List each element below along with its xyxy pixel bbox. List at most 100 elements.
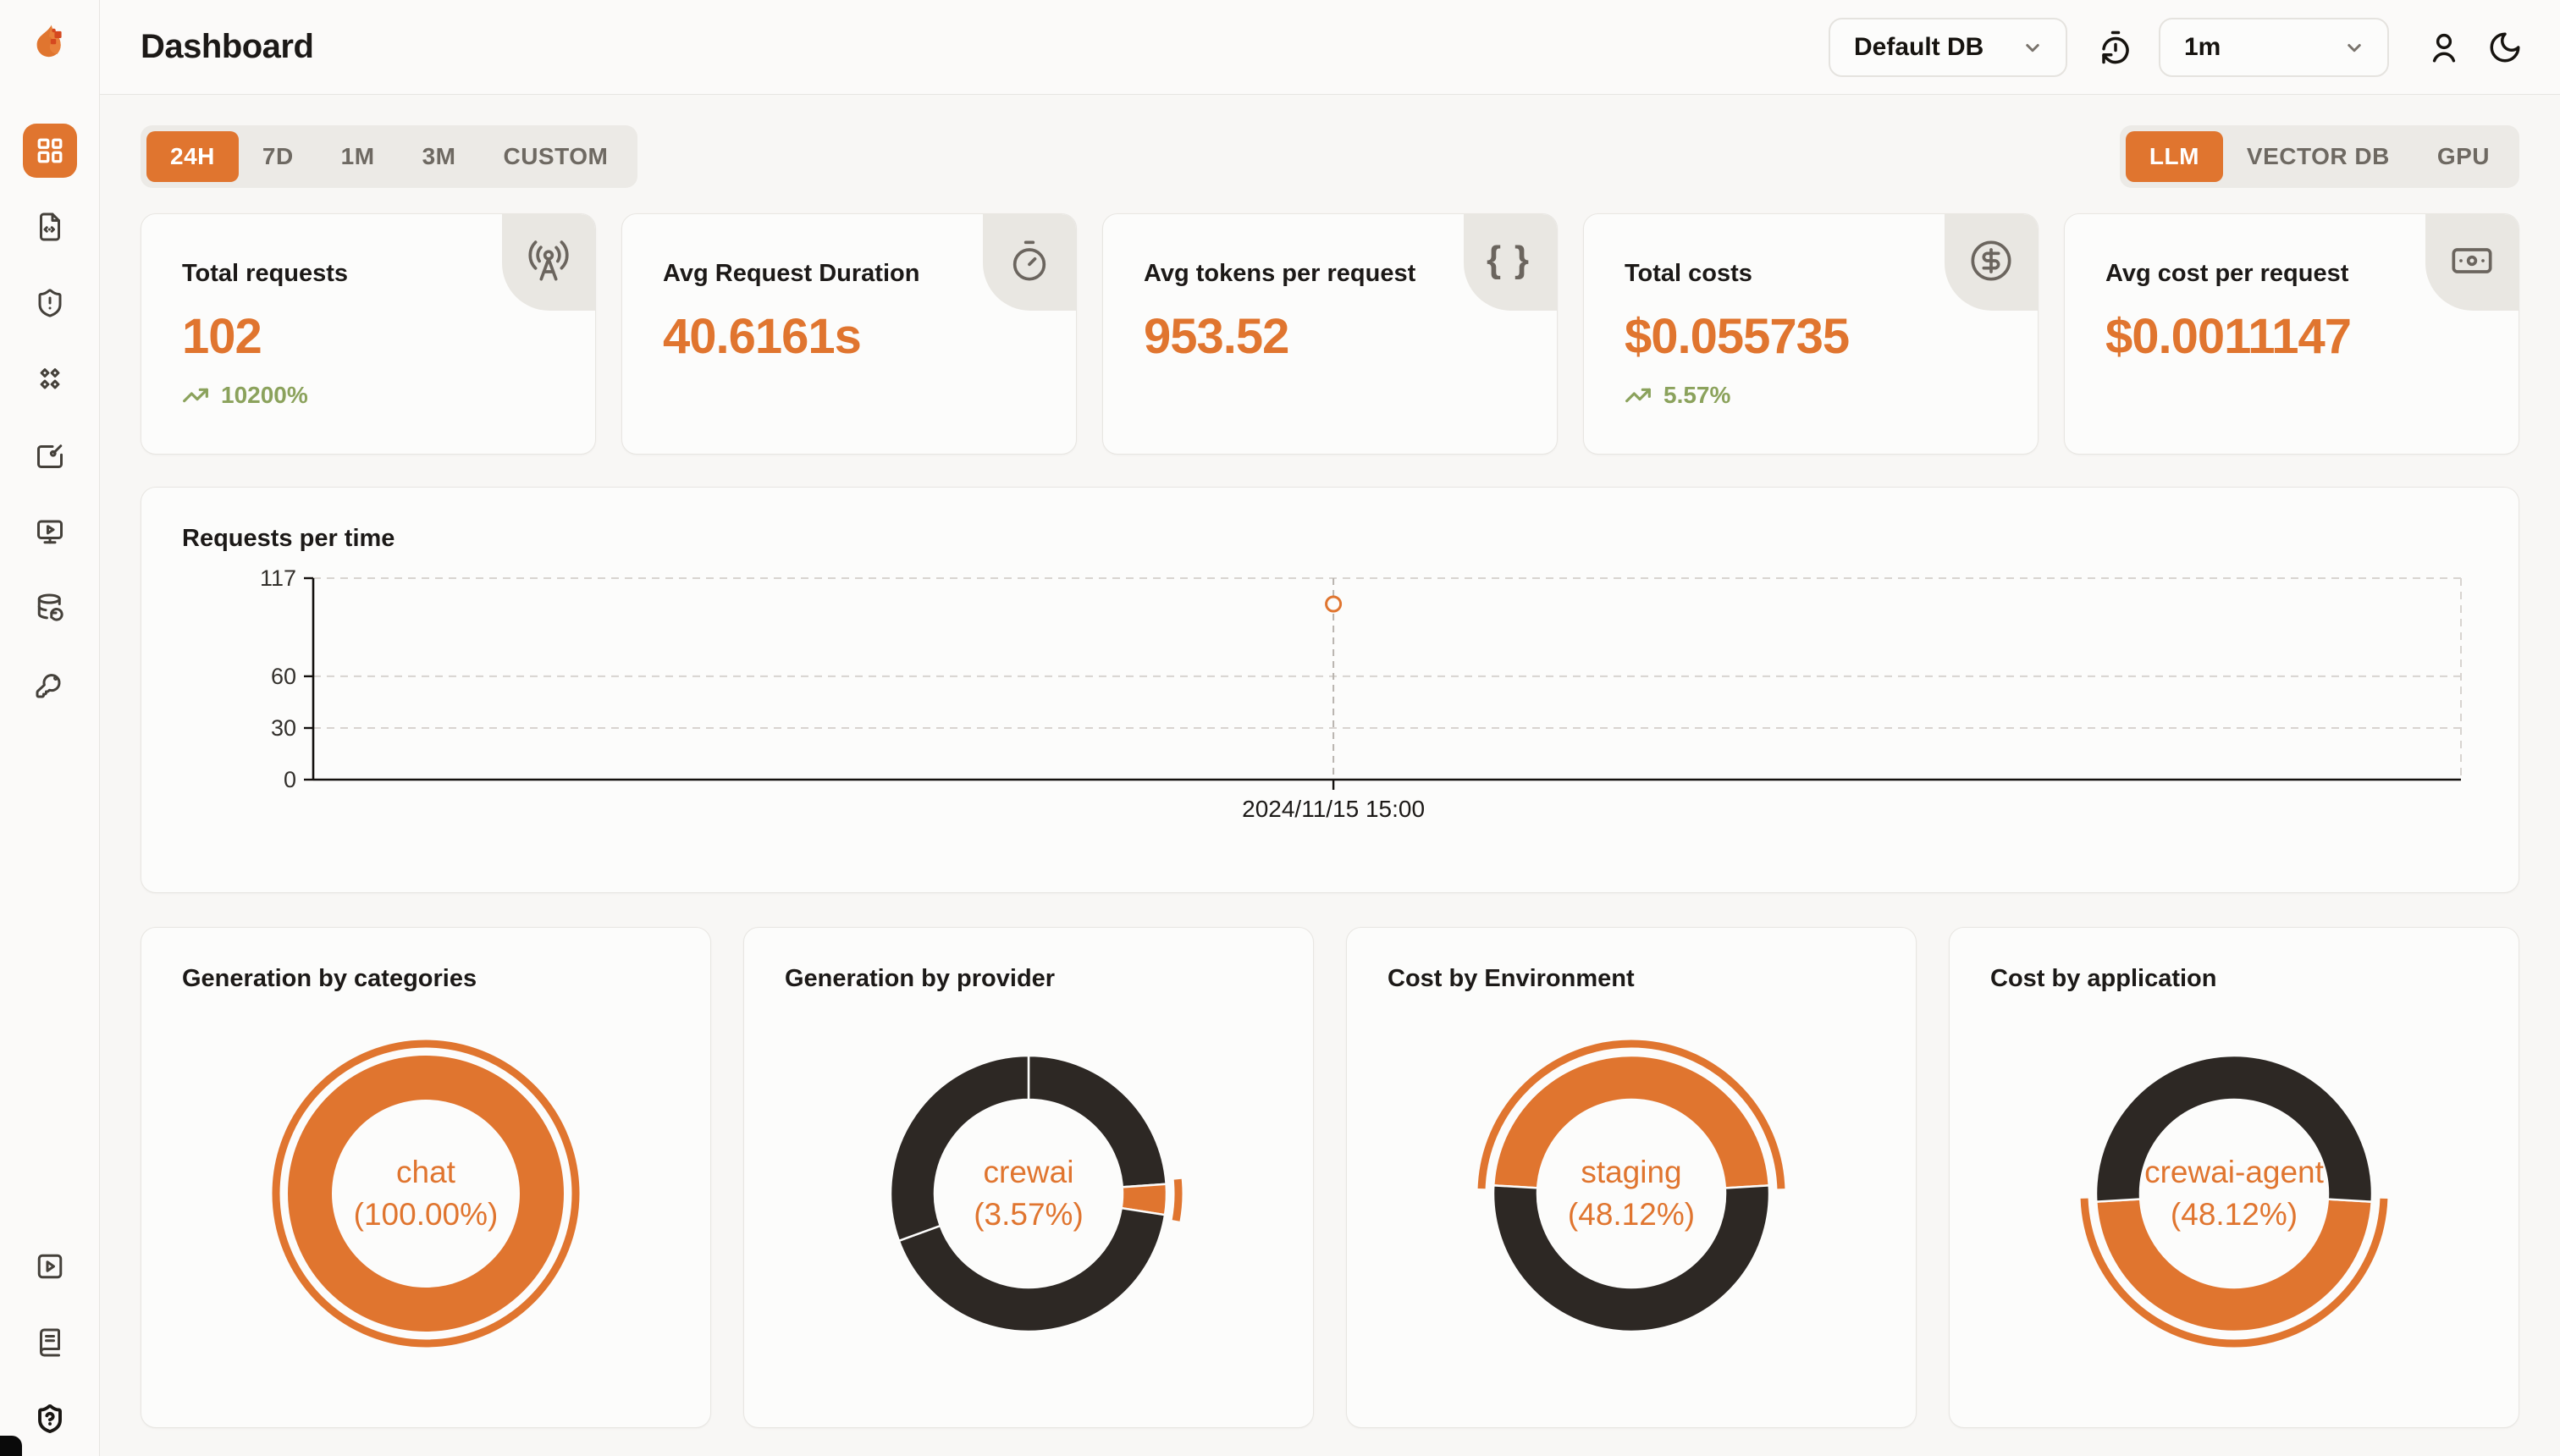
resource-tab-llm[interactable]: LLM: [2125, 131, 2223, 182]
generation-by-categories-donut[interactable]: chat (100.00%): [269, 1037, 582, 1350]
theme-toggle-button[interactable]: [2487, 30, 2523, 65]
stat-trend: 10200%: [182, 382, 561, 409]
chart-title: Cost by Environment: [1388, 965, 1635, 992]
stat-trend: 5.57%: [1625, 382, 2004, 409]
database-select-value: Default DB: [1854, 32, 1984, 61]
card-icon-badge: [1945, 214, 2038, 311]
chat-widget-corner[interactable]: [0, 1436, 22, 1456]
square-play-icon: [37, 1254, 62, 1279]
radio-tower-icon: [528, 240, 569, 281]
stat-card-avg-cost: Avg cost per request $0.0011147: [2064, 213, 2519, 455]
time-tab-custom[interactable]: CUSTOM: [479, 131, 632, 182]
circle-dollar-sign-icon: [1971, 240, 2011, 281]
chart-title: Generation by categories: [182, 965, 477, 992]
header-controls: Default DB 1m: [1829, 17, 2523, 77]
chevron-down-icon: [2026, 43, 2039, 52]
shield-question-icon: [37, 1404, 62, 1433]
trending-up-icon: [183, 388, 208, 403]
stat-value: $0.0011147: [2105, 309, 2352, 364]
sidebar-item-tutorials[interactable]: [23, 1239, 77, 1293]
sidebar-item-issues[interactable]: [23, 276, 77, 330]
stat-card-total-requests: Total requests 102 10200%: [141, 213, 596, 455]
user-icon: [2432, 33, 2456, 62]
key-round-icon: [36, 674, 61, 698]
chart-title: Requests per time: [182, 525, 395, 552]
stat-value: 40.6161s: [663, 309, 862, 364]
app-logo[interactable]: [25, 22, 74, 71]
sidebar-item-sessions[interactable]: [23, 505, 77, 559]
database-select[interactable]: Default DB: [1829, 17, 2067, 77]
main-content: 24H 7D 1M 3M CUSTOM LLM VECTOR DB GPU To…: [100, 95, 2560, 1456]
stat-title: Total costs: [1625, 260, 1752, 287]
sidebar: [0, 0, 100, 1456]
sidebar-item-traces[interactable]: [23, 200, 77, 254]
stat-value: 102: [182, 309, 262, 364]
braces-icon: { }: [1487, 239, 1534, 280]
sidebar-item-docs[interactable]: [23, 1315, 77, 1370]
card-icon-badge: { }: [1464, 214, 1557, 311]
svg-text:30: 30: [271, 715, 296, 741]
stat-value: $0.055735: [1625, 309, 1850, 364]
timer-icon: [1012, 240, 1046, 281]
moon-icon: [2490, 32, 2520, 62]
user-menu-button[interactable]: [2426, 30, 2462, 65]
card-icon-badge: [502, 214, 595, 311]
trending-up-icon: [1625, 388, 1651, 403]
time-tab-24h[interactable]: 24H: [146, 131, 239, 182]
stat-value: 953.52: [1144, 309, 1289, 364]
time-tab-7d[interactable]: 7D: [239, 131, 317, 182]
generation-by-provider-donut[interactable]: crewai (3.57%): [872, 1037, 1185, 1350]
svg-text:2024/11/15 15:00: 2024/11/15 15:00: [1242, 796, 1425, 822]
resource-tab-vectordb[interactable]: VECTOR DB: [2223, 131, 2414, 182]
banknote-icon: [2452, 248, 2492, 273]
interval-select-value: 1m: [2184, 32, 2221, 61]
monitor-play-icon: [36, 520, 63, 544]
cost-by-environment-card: Cost by Environment staging (48.12%): [1346, 927, 1917, 1428]
sidebar-item-api-keys[interactable]: [23, 657, 77, 711]
generation-by-provider-card: Generation by provider crewai (3.57%): [743, 927, 1314, 1428]
sidebar-bottom-nav: [23, 1239, 77, 1446]
time-range-tabs: 24H 7D 1M 3M CUSTOM: [141, 125, 638, 188]
stat-card-avg-tokens: { } Avg tokens per request 953.52: [1102, 213, 1558, 455]
file-code-icon: [39, 212, 60, 241]
layout-dashboard-icon: [37, 138, 62, 163]
interval-select[interactable]: 1m: [2159, 17, 2389, 77]
resource-tabs: LLM VECTOR DB GPU: [2119, 125, 2519, 188]
page-title: Dashboard: [141, 28, 314, 65]
card-icon-badge: [2425, 214, 2519, 311]
cost-by-application-card: Cost by application crewai-agent (48.12%…: [1949, 927, 2519, 1428]
svg-text:117: 117: [260, 565, 296, 591]
stat-title: Avg tokens per request: [1144, 260, 1416, 287]
sidebar-item-evaluations[interactable]: [23, 428, 77, 483]
chart-title: Generation by provider: [785, 965, 1056, 992]
chart-title: Cost by application: [1990, 965, 2217, 992]
stat-title: Total requests: [182, 260, 349, 287]
stat-card-total-costs: Total costs $0.055735 5.57%: [1583, 213, 2039, 455]
card-icon-badge: [983, 214, 1076, 311]
cost-by-environment-donut[interactable]: staging (48.12%): [1475, 1037, 1788, 1350]
requests-per-time-chart[interactable]: 117 60 30 0 2024/11/15 15:00: [141, 560, 2519, 839]
stat-card-avg-duration: Avg Request Duration 40.6161s: [621, 213, 1077, 455]
sidebar-item-datasets[interactable]: [23, 581, 77, 635]
stat-title: Avg cost per request: [2105, 260, 2349, 287]
time-tab-1m[interactable]: 1M: [317, 131, 399, 182]
filters-row: 24H 7D 1M 3M CUSTOM LLM VECTOR DB GPU: [141, 125, 2519, 188]
sidebar-item-playground[interactable]: [23, 352, 77, 406]
requests-per-time-card: Requests per time 117 60 30 0 2024/11/15 15:…: [141, 487, 2519, 893]
timer-reset-icon: [2102, 30, 2129, 63]
svg-text:60: 60: [271, 664, 296, 689]
stat-title: Avg Request Duration: [663, 260, 920, 287]
shield-alert-icon: [38, 289, 61, 317]
cost-by-application-donut[interactable]: crewai-agent (48.12%): [2077, 1037, 2391, 1350]
stat-trend-value: 5.57%: [1663, 382, 1731, 408]
stat-cards-row: Total requests 102 10200% Avg Request Du…: [141, 213, 2519, 455]
book-icon: [39, 1328, 60, 1357]
board-pen-icon: [36, 444, 63, 468]
refresh-history-button[interactable]: [2098, 30, 2133, 65]
time-tab-3m[interactable]: 3M: [399, 131, 480, 182]
sidebar-item-dashboard[interactable]: [22, 124, 77, 178]
diamonds-icon: [40, 368, 59, 389]
sidebar-item-support[interactable]: [23, 1392, 77, 1446]
chevron-down-icon: [2348, 43, 2361, 52]
resource-tab-gpu[interactable]: GPU: [2414, 131, 2513, 182]
